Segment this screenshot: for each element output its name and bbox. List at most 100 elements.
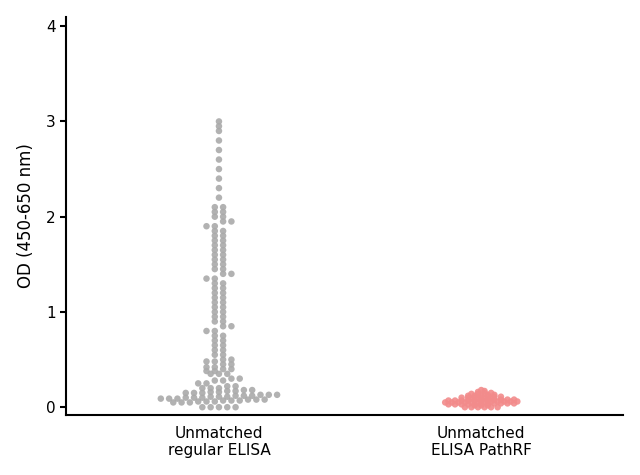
Point <box>202 367 212 375</box>
Point <box>230 403 241 411</box>
Point <box>210 232 220 239</box>
Point <box>227 218 237 225</box>
Point <box>193 380 204 387</box>
Point <box>467 403 477 411</box>
Point <box>218 299 228 306</box>
Point <box>210 337 220 344</box>
Point <box>483 396 493 403</box>
Point <box>218 232 228 239</box>
Point <box>202 380 212 387</box>
Point <box>259 396 269 403</box>
Point <box>197 403 207 411</box>
Point <box>210 342 220 349</box>
Point <box>205 388 216 396</box>
Point <box>247 386 257 394</box>
Point <box>230 382 241 390</box>
Point <box>218 246 228 254</box>
Point <box>470 394 480 401</box>
Point <box>218 346 228 354</box>
Point <box>210 260 220 268</box>
Point <box>227 356 237 363</box>
Point <box>185 399 195 406</box>
Point <box>227 375 237 382</box>
Point <box>214 137 224 144</box>
Point <box>202 222 212 230</box>
Point <box>193 398 204 405</box>
Point <box>222 382 232 390</box>
Point <box>255 391 266 399</box>
Point <box>476 399 486 407</box>
Point <box>210 313 220 321</box>
Point <box>202 398 212 405</box>
Point <box>486 389 496 397</box>
Point <box>210 304 220 311</box>
Point <box>447 399 457 406</box>
Point <box>235 375 245 382</box>
Point <box>210 251 220 258</box>
Point <box>218 270 228 278</box>
Point <box>218 351 228 359</box>
Point <box>218 308 228 316</box>
Point <box>218 289 228 297</box>
Point <box>214 118 224 125</box>
Point <box>227 323 237 330</box>
Point <box>483 393 493 400</box>
Point <box>486 403 496 411</box>
Point <box>483 401 493 409</box>
Point <box>197 394 207 401</box>
Point <box>218 280 228 287</box>
Point <box>489 391 499 399</box>
Point <box>189 394 199 401</box>
Point <box>470 400 480 408</box>
Point <box>218 318 228 325</box>
Point <box>247 392 257 399</box>
Point <box>205 393 216 400</box>
Point <box>230 387 241 395</box>
Point <box>509 396 519 403</box>
Point <box>214 165 224 173</box>
Point <box>243 396 253 403</box>
Point <box>214 388 224 396</box>
Point <box>264 391 274 399</box>
Point <box>210 294 220 302</box>
Point <box>210 227 220 235</box>
Point <box>218 265 228 273</box>
Point <box>502 396 513 403</box>
Point <box>453 399 463 406</box>
Point <box>202 327 212 335</box>
Point <box>272 391 282 399</box>
Point <box>227 270 237 278</box>
Point <box>470 401 480 409</box>
Point <box>210 222 220 230</box>
Point <box>463 392 473 399</box>
Point <box>467 395 477 402</box>
Point <box>210 346 220 354</box>
Point <box>210 256 220 263</box>
Point <box>456 394 467 401</box>
Point <box>214 393 224 400</box>
Point <box>214 123 224 130</box>
Point <box>222 370 232 378</box>
Point <box>218 208 228 216</box>
Point <box>164 395 174 402</box>
Point <box>210 203 220 211</box>
Point <box>496 399 506 407</box>
Point <box>210 275 220 283</box>
Point <box>202 363 212 371</box>
Point <box>168 399 179 406</box>
Point <box>479 395 490 402</box>
Point <box>205 403 216 411</box>
Point <box>210 285 220 292</box>
Point <box>476 386 486 394</box>
Point <box>218 313 228 321</box>
Point <box>479 398 490 405</box>
Point <box>460 399 470 406</box>
Point <box>210 367 220 375</box>
Point <box>210 280 220 287</box>
Point <box>210 398 220 405</box>
Point <box>227 397 237 404</box>
Point <box>444 397 454 404</box>
Point <box>502 399 513 407</box>
Point <box>473 403 483 411</box>
Point <box>210 363 220 371</box>
